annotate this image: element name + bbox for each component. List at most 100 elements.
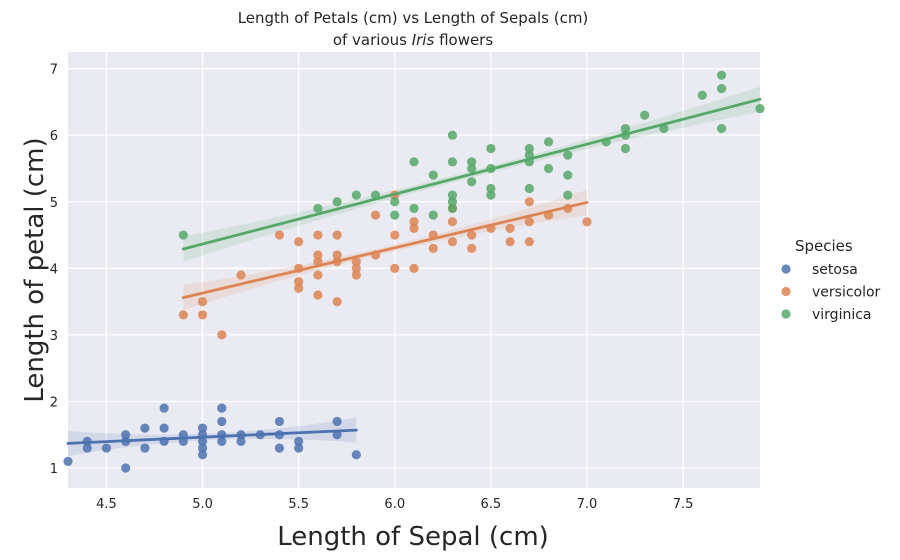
virginica-point (467, 163, 477, 174)
virginica-point (563, 190, 573, 200)
x-tick-label: 5.0 (192, 497, 213, 512)
setosa-point (159, 403, 169, 413)
y-tick-label: 5 (50, 196, 58, 211)
versicolor-point (524, 237, 534, 247)
versicolor-point (409, 263, 419, 273)
regression-lines (66, 97, 762, 445)
versicolor-point (524, 217, 534, 227)
setosa-point (274, 416, 285, 427)
virginica-point (390, 197, 400, 207)
setosa-point (332, 416, 342, 427)
versicolor-point (582, 217, 592, 227)
x-tick-label: 7.5 (673, 497, 694, 512)
chart-title-line1: Length of Petals (cm) vs Length of Sepal… (238, 9, 589, 27)
setosa-point (217, 403, 227, 413)
virginica-point (447, 130, 458, 140)
setosa-point (217, 436, 227, 447)
legend-label-setosa: setosa (812, 262, 858, 278)
virginica-point (563, 170, 573, 180)
y-tick-label: 4 (50, 262, 58, 277)
virginica-point (697, 90, 707, 100)
legend-marker-virginica (781, 309, 791, 319)
setosa-point (217, 430, 227, 440)
y-tick-label: 7 (50, 63, 58, 78)
versicolor-point (197, 310, 208, 320)
virginica-point (486, 183, 496, 194)
setosa-point (63, 456, 73, 466)
versicolor-point (351, 270, 361, 280)
versicolor-point (236, 270, 246, 280)
y-tick-label: 6 (50, 129, 58, 144)
virginica-point (467, 177, 477, 187)
versicolor-point (313, 270, 323, 280)
versicolor-point (313, 290, 323, 300)
versicolor-point (332, 297, 342, 307)
setosa-point (159, 423, 169, 433)
chart-title-line2-suffix: flowers (434, 31, 493, 49)
versicolor-point (467, 230, 477, 240)
virginica-point (563, 150, 573, 160)
versicolor-point (467, 243, 477, 253)
virginica-regression-line (181, 97, 762, 251)
virginica-point (409, 203, 419, 214)
setosa-point (274, 443, 285, 453)
versicolor-point (351, 263, 361, 273)
virginica-point (409, 157, 419, 167)
x-tick-label: 5.5 (288, 497, 309, 512)
versicolor-regression-line (181, 201, 589, 300)
versicolor-point (505, 223, 515, 233)
legend-marker-versicolor (781, 286, 791, 297)
legend: Species setosa versicolor virginica (781, 237, 881, 323)
setosa-point (121, 463, 131, 473)
versicolor-point (524, 197, 534, 207)
versicolor-point (428, 243, 438, 253)
setosa-point (101, 443, 112, 453)
versicolor-point (294, 283, 304, 293)
x-axis-label: Length of Sepal (cm) (277, 522, 549, 552)
setosa-regression-line (66, 428, 358, 445)
virginica-point (467, 157, 477, 167)
versicolor-point (294, 237, 304, 247)
virginica-point (332, 197, 342, 207)
versicolor-point (390, 230, 400, 240)
x-tick-label: 6.0 (384, 497, 405, 512)
versicolor-point (332, 230, 342, 240)
versicolor-point (409, 223, 419, 233)
virginica-point (620, 123, 631, 134)
y-tick-label: 3 (50, 329, 58, 344)
y-tick-label: 2 (50, 395, 58, 410)
virginica-point (447, 190, 458, 200)
setosa-point (294, 436, 304, 447)
setosa-point (197, 423, 208, 433)
versicolor-point (313, 250, 323, 260)
versicolor-point (197, 297, 208, 307)
versicolor-point (447, 237, 458, 247)
legend-title: Species (795, 237, 853, 255)
virginica-point (486, 190, 496, 200)
y-tick-labels: 1 2 3 4 5 6 7 (50, 63, 58, 477)
virginica-point (543, 163, 554, 174)
chart-title-line2: of various Iris flowers (333, 31, 494, 49)
legend-label-virginica: virginica (812, 307, 872, 323)
virginica-point (428, 170, 438, 180)
legend-label-versicolor: versicolor (812, 285, 881, 301)
virginica-point (755, 103, 765, 114)
versicolor-point (332, 250, 342, 260)
virginica-point (716, 84, 727, 94)
virginica-point (543, 137, 554, 147)
virginica-point (178, 230, 188, 240)
virginica-point (640, 110, 650, 120)
virginica-point (486, 143, 496, 154)
legend-marker-setosa (781, 264, 791, 274)
virginica-point (390, 210, 400, 220)
setosa-point (197, 436, 208, 447)
setosa-point (82, 443, 92, 453)
chart-title-line2-prefix: of various (333, 31, 412, 49)
versicolor-point (351, 257, 361, 267)
setosa-point (294, 443, 304, 453)
y-tick-label: 1 (50, 462, 58, 477)
setosa-point (121, 430, 131, 440)
setosa-point (197, 450, 208, 460)
setosa-point (140, 423, 150, 433)
